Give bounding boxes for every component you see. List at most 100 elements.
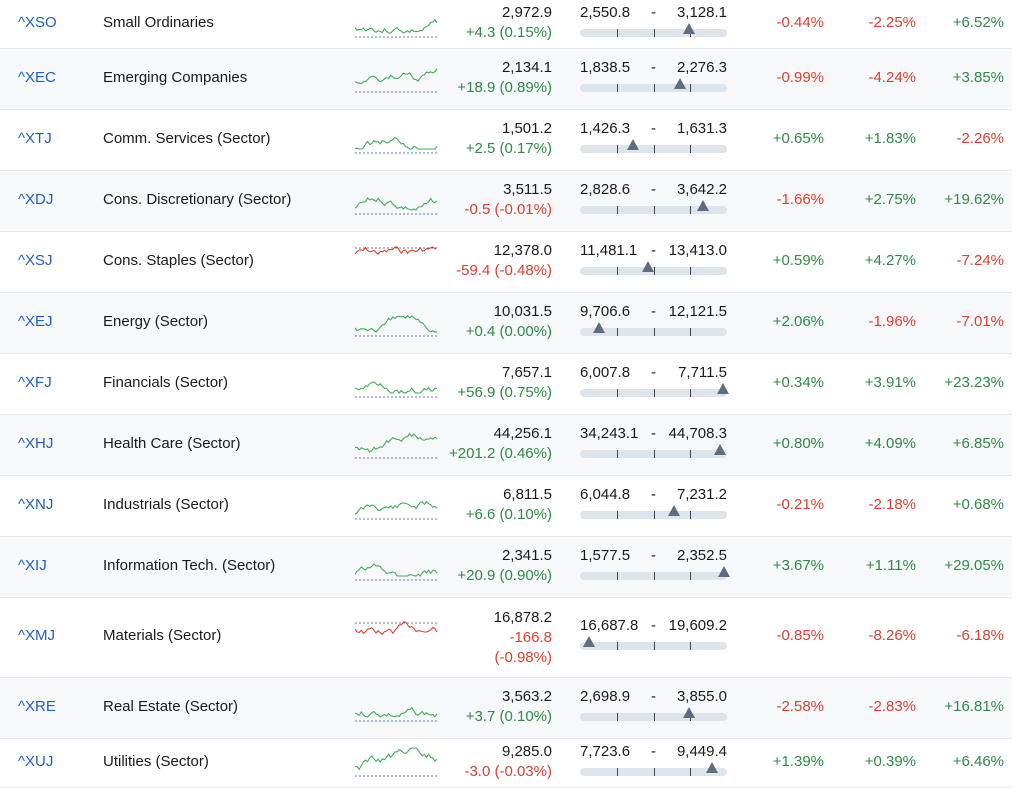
- table-row: ^XIJ Information Tech. (Sector) 2,341.5 +20…: [0, 537, 1012, 598]
- range-tick: [617, 83, 618, 92]
- range-marker: [583, 636, 595, 647]
- symbol-link[interactable]: ^XEJ: [18, 312, 53, 330]
- table-row: ^XEJ Energy (Sector) 10,031.5 +0.4 (0.00%) 9…: [0, 293, 1012, 354]
- symbol-link[interactable]: ^XDJ: [18, 190, 54, 208]
- sparkline-chart: [355, 380, 439, 397]
- range-tick: [617, 571, 618, 580]
- percent-change-p1: +2.06%: [772, 312, 824, 330]
- symbol-link[interactable]: ^XNJ: [18, 495, 54, 513]
- percent-change-p2: +4.09%: [864, 434, 916, 452]
- sparkline-path: [355, 706, 438, 718]
- range-tick: [690, 327, 691, 336]
- range-high: 2,352.5: [676, 546, 727, 564]
- range-tick: [617, 327, 618, 336]
- table-row: ^XMJ Materials (Sector) 16,878.2 -166.8 (-0.…: [0, 598, 1012, 678]
- range-tick: [617, 266, 618, 275]
- range-marker: [706, 761, 718, 773]
- range-tick: [690, 83, 691, 92]
- symbol-link[interactable]: ^XMJ: [18, 627, 56, 644]
- range-low: 1,426.3: [580, 119, 631, 137]
- range-tick: [654, 510, 655, 519]
- range-tick: [617, 205, 618, 214]
- sparkline-chart: [355, 136, 439, 153]
- last-price: 9,285.0: [501, 742, 552, 760]
- price-change: +20.9 (0.90%): [457, 566, 552, 584]
- percent-change-p1: -0.21%: [776, 495, 824, 513]
- sparkline-chart: [355, 432, 439, 458]
- range-low: 2,828.6: [580, 180, 631, 198]
- table-row: ^XUJ Utilities (Sector) 9,285.0 -3.0 (-0.03…: [0, 739, 1012, 788]
- symbol-link[interactable]: ^XIJ: [18, 556, 47, 574]
- range-tick: [690, 266, 691, 275]
- range-separator: -: [651, 58, 656, 76]
- percent-change-p1: +0.65%: [772, 129, 824, 147]
- last-price: 6,811.5: [503, 485, 552, 503]
- sparkline-chart: [355, 245, 439, 255]
- range-high: 9,449.4: [676, 742, 727, 760]
- symbol-link[interactable]: ^XEC: [18, 68, 56, 86]
- percent-change-p3: -7.24%: [956, 251, 1004, 269]
- range-high: 3,642.2: [676, 180, 727, 198]
- last-price: 12,378.0: [493, 241, 552, 259]
- range-low: 6,044.8: [580, 485, 631, 503]
- percent-change-p3: -2.26%: [956, 129, 1004, 147]
- range-high: 3,855.0: [676, 687, 727, 705]
- index-name: Cons. Staples (Sector): [103, 251, 254, 269]
- range-tick: [690, 205, 691, 214]
- percent-change-p1: -2.58%: [776, 697, 824, 715]
- symbol-link[interactable]: ^XSO: [18, 13, 57, 31]
- percent-change-p1: -1.66%: [776, 190, 824, 208]
- percent-change-p2: +1.11%: [865, 556, 916, 574]
- range-high: 7,231.2: [676, 485, 727, 503]
- index-name: Utilities (Sector): [103, 752, 209, 770]
- sparkline-path: [355, 136, 438, 150]
- range-tick: [617, 144, 618, 153]
- sparkline-chart: [355, 67, 439, 92]
- range-tick: [617, 28, 618, 37]
- range-tick: [654, 83, 655, 92]
- range-tick: [690, 388, 691, 397]
- range-high: 19,609.2: [668, 617, 727, 634]
- symbol-link[interactable]: ^XHJ: [18, 434, 54, 452]
- price-change: +18.9 (0.89%): [457, 78, 552, 96]
- last-price: 2,341.5: [501, 546, 552, 564]
- index-name: Small Ordinaries: [103, 13, 214, 31]
- percent-change-p2: -1.96%: [868, 312, 916, 330]
- table-row: ^XFJ Financials (Sector) 7,657.1 +56.9 (0.7…: [0, 354, 1012, 415]
- index-name: Information Tech. (Sector): [103, 556, 276, 574]
- range-high: 44,708.3: [668, 424, 727, 442]
- range-bar: [580, 77, 727, 92]
- symbol-link[interactable]: ^XFJ: [18, 373, 52, 391]
- range-tick: [654, 571, 655, 580]
- symbol-link[interactable]: ^XSJ: [18, 251, 53, 269]
- last-price: 16,878.2: [493, 609, 552, 626]
- range-marker: [642, 260, 654, 272]
- percent-change-p1: +0.80%: [772, 434, 824, 452]
- index-name: Health Care (Sector): [103, 434, 241, 452]
- table-row: ^XRE Real Estate (Sector) 3,563.2 +3.7 (0.1…: [0, 678, 1012, 739]
- sparkline-path: [355, 245, 438, 255]
- table-row: ^XSO Small Ordinaries 2,972.9 +4.3 (0.15%) 2…: [0, 0, 1012, 49]
- percent-change-p2: -2.25%: [868, 13, 916, 31]
- range-bar: [580, 443, 727, 458]
- range-marker: [593, 321, 605, 333]
- range-low: 1,577.5: [580, 546, 631, 564]
- symbol-link[interactable]: ^XRE: [18, 697, 56, 715]
- range-marker: [717, 382, 729, 394]
- range-marker: [683, 706, 695, 718]
- symbol-link[interactable]: ^XTJ: [18, 129, 52, 147]
- percent-change-p1: -0.85%: [776, 627, 824, 644]
- percent-change-p2: -2.83%: [868, 697, 916, 715]
- percent-change-p1: -0.44%: [776, 13, 824, 31]
- range-bar: [580, 199, 727, 214]
- table-row: ^XNJ Industrials (Sector) 6,811.5 +6.6 (0.1…: [0, 476, 1012, 537]
- price-change: -3.0 (-0.03%): [464, 762, 552, 780]
- range-marker: [668, 504, 680, 516]
- range-low: 1,838.5: [580, 58, 631, 76]
- percent-change-p1: -0.99%: [776, 68, 824, 86]
- symbol-link[interactable]: ^XUJ: [18, 752, 54, 770]
- sparkline-path: [355, 18, 438, 34]
- price-change: +3.7 (0.10%): [465, 707, 552, 725]
- range-tick: [654, 205, 655, 214]
- last-price: 3,563.2: [501, 687, 552, 705]
